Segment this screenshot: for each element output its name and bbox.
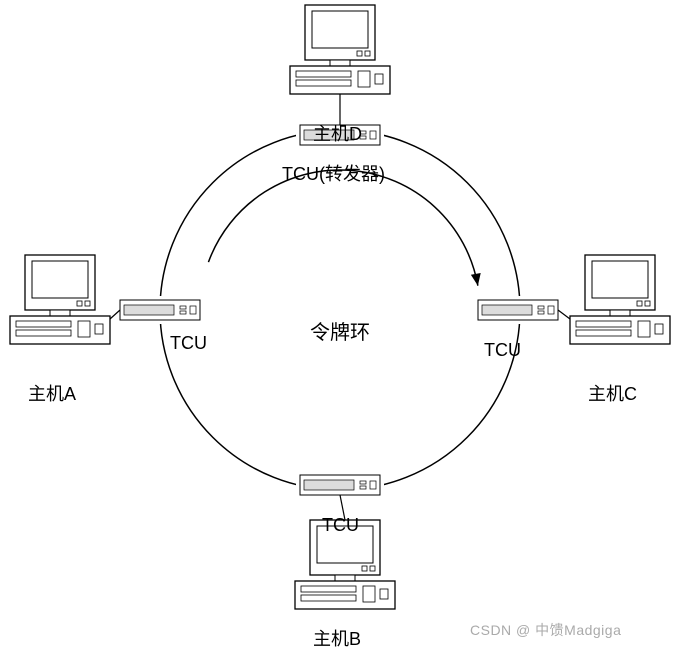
host-label-A: 主机A xyxy=(28,380,76,406)
tcu-label-left: TCU xyxy=(170,333,207,354)
host-label-D: 主机D xyxy=(313,120,362,146)
token-ring-diagram: 令牌环TCU(转发器)TCUTCUTCU主机A主机B主机C主机D CSDN @ … xyxy=(0,0,677,637)
ring-title: 令牌环 xyxy=(310,316,370,345)
tcu-label-right: TCU xyxy=(484,340,521,361)
tcu-label-bottom: TCU xyxy=(322,515,359,536)
tcu-label-top: TCU(转发器) xyxy=(282,160,385,186)
host-label-B: 主机B xyxy=(313,625,361,651)
watermark-text: CSDN @ 中馈Madgiga xyxy=(470,620,621,640)
host-label-C: 主机C xyxy=(588,380,637,406)
